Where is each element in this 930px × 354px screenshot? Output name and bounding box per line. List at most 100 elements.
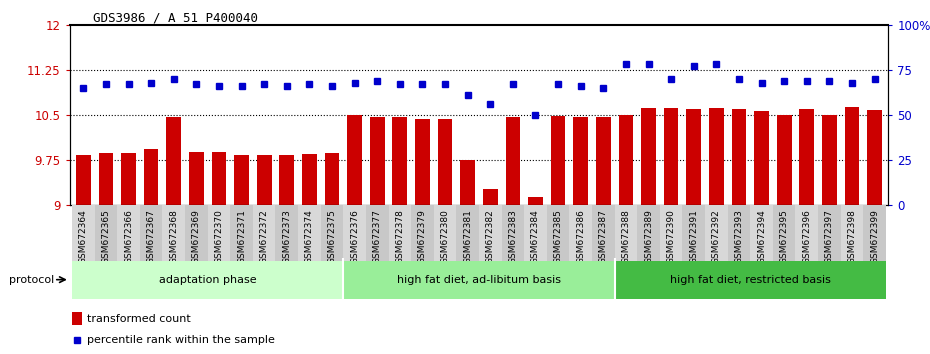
Bar xyxy=(275,205,299,276)
Bar xyxy=(800,109,814,205)
Bar xyxy=(144,149,158,205)
Bar xyxy=(592,205,615,276)
Bar xyxy=(525,205,547,276)
Text: GSM672398: GSM672398 xyxy=(847,209,857,264)
Bar xyxy=(299,205,321,276)
Text: GSM672370: GSM672370 xyxy=(215,209,223,264)
Text: GSM672391: GSM672391 xyxy=(689,209,698,264)
Bar xyxy=(95,205,117,276)
Bar xyxy=(302,154,317,205)
Bar xyxy=(231,205,253,276)
Bar xyxy=(732,109,746,205)
Bar xyxy=(140,205,163,276)
Bar xyxy=(166,117,181,205)
Text: GSM672388: GSM672388 xyxy=(621,209,631,264)
Text: GSM672383: GSM672383 xyxy=(509,209,517,264)
Bar xyxy=(185,205,207,276)
Bar xyxy=(72,312,82,325)
Bar xyxy=(483,189,498,205)
Text: high fat diet, restricted basis: high fat diet, restricted basis xyxy=(670,275,830,285)
Text: GSM672371: GSM672371 xyxy=(237,209,246,264)
Bar xyxy=(479,205,501,276)
Text: percentile rank within the sample: percentile rank within the sample xyxy=(86,335,275,346)
Bar xyxy=(727,205,751,276)
Bar xyxy=(121,153,136,205)
Bar xyxy=(370,117,385,205)
Bar xyxy=(99,153,113,205)
Text: GSM672396: GSM672396 xyxy=(803,209,811,264)
Bar xyxy=(773,205,795,276)
FancyBboxPatch shape xyxy=(72,261,343,299)
Text: GSM672368: GSM672368 xyxy=(169,209,179,264)
Bar xyxy=(754,111,769,205)
Bar xyxy=(751,205,773,276)
Text: GSM672384: GSM672384 xyxy=(531,209,540,264)
Bar xyxy=(207,205,231,276)
Text: GSM672390: GSM672390 xyxy=(667,209,675,264)
Text: GSM672387: GSM672387 xyxy=(599,209,608,264)
Bar xyxy=(618,115,633,205)
Bar xyxy=(777,115,791,205)
Text: GSM672381: GSM672381 xyxy=(463,209,472,264)
Bar xyxy=(457,205,479,276)
Bar xyxy=(163,205,185,276)
Bar xyxy=(863,205,886,276)
Bar xyxy=(234,155,249,205)
Text: GSM672376: GSM672376 xyxy=(350,209,359,264)
Bar xyxy=(279,155,294,205)
Bar xyxy=(822,115,837,205)
Text: GSM672364: GSM672364 xyxy=(79,209,87,264)
Bar xyxy=(501,205,525,276)
Bar xyxy=(641,108,656,205)
Bar xyxy=(637,205,659,276)
Bar xyxy=(117,205,140,276)
Bar xyxy=(76,155,90,205)
Bar xyxy=(547,205,569,276)
Bar xyxy=(257,155,272,205)
Text: GSM672392: GSM672392 xyxy=(711,209,721,264)
Bar xyxy=(72,205,95,276)
Bar xyxy=(569,205,592,276)
Text: GSM672375: GSM672375 xyxy=(327,209,337,264)
FancyBboxPatch shape xyxy=(343,261,615,299)
Bar xyxy=(506,118,520,205)
Bar xyxy=(321,205,343,276)
Bar xyxy=(347,115,362,205)
Text: GSM672373: GSM672373 xyxy=(283,209,291,264)
Bar xyxy=(841,205,863,276)
Bar xyxy=(683,205,705,276)
Text: GSM672372: GSM672372 xyxy=(259,209,269,264)
Bar xyxy=(433,205,457,276)
Bar xyxy=(705,205,727,276)
Text: GSM672386: GSM672386 xyxy=(577,209,585,264)
Bar xyxy=(528,198,543,205)
FancyBboxPatch shape xyxy=(615,261,886,299)
Bar xyxy=(615,205,637,276)
Text: adaptation phase: adaptation phase xyxy=(159,275,257,285)
Text: GSM672397: GSM672397 xyxy=(825,209,834,264)
Text: GSM672369: GSM672369 xyxy=(192,209,201,264)
Text: GDS3986 / A_51_P400040: GDS3986 / A_51_P400040 xyxy=(93,11,258,24)
Text: GSM672380: GSM672380 xyxy=(441,209,449,264)
Bar xyxy=(389,205,411,276)
Bar xyxy=(868,110,882,205)
Text: transformed count: transformed count xyxy=(86,314,191,324)
Text: GSM672385: GSM672385 xyxy=(553,209,563,264)
Bar xyxy=(392,118,407,205)
Bar xyxy=(415,119,430,205)
Text: GSM672395: GSM672395 xyxy=(779,209,789,264)
Bar xyxy=(844,107,859,205)
Text: GSM672365: GSM672365 xyxy=(101,209,111,264)
Text: high fat diet, ad-libitum basis: high fat diet, ad-libitum basis xyxy=(397,275,561,285)
Text: GSM672393: GSM672393 xyxy=(735,209,743,264)
Bar xyxy=(551,116,565,205)
Bar xyxy=(596,117,611,205)
Bar xyxy=(818,205,841,276)
Text: GSM672377: GSM672377 xyxy=(373,209,381,264)
Text: GSM672394: GSM672394 xyxy=(757,209,766,264)
Text: GSM672378: GSM672378 xyxy=(395,209,405,264)
Bar xyxy=(438,119,452,205)
Text: GSM672366: GSM672366 xyxy=(124,209,133,264)
Bar xyxy=(411,205,433,276)
Bar xyxy=(365,205,389,276)
